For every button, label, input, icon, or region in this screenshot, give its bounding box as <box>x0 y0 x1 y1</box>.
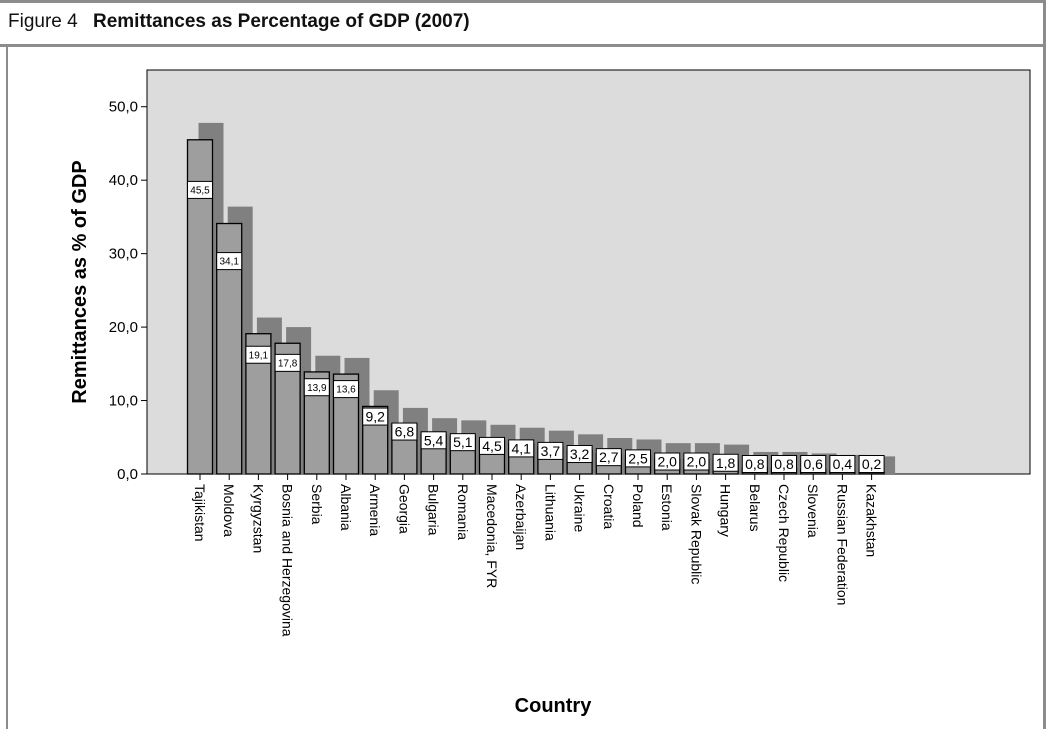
data-label-box <box>537 441 564 460</box>
data-label-series: 45,5 34,1 19,1 17,8 13,9 13,6 9,2 6,8 5,4 5,1 4,5 4… <box>187 180 885 473</box>
data-label-box <box>683 452 710 471</box>
data-label-box <box>595 448 622 467</box>
data-label: 17,8 <box>278 358 298 369</box>
data-label: 6,8 <box>395 424 415 440</box>
data-label: 9,2 <box>365 409 385 425</box>
data-label: 4,5 <box>482 438 502 454</box>
data-label: 2,0 <box>657 454 677 470</box>
data-label: 3,2 <box>570 446 590 462</box>
category-label: Hungary <box>718 484 734 537</box>
data-label-box <box>741 455 768 473</box>
figure-number: Figure 4 <box>8 11 78 32</box>
data-label: 0,4 <box>833 456 853 472</box>
data-label: 2,5 <box>628 450 648 466</box>
y-tick-label: 50,0 <box>109 99 138 116</box>
category-label: Albania <box>338 484 354 531</box>
data-label-box <box>274 353 301 372</box>
data-label: 3,7 <box>541 443 561 459</box>
data-label-box <box>449 433 476 452</box>
data-label-box <box>391 422 418 441</box>
category-label: Czech Republic <box>776 484 792 582</box>
y-tick-label: 20,0 <box>109 319 138 336</box>
data-label: 5,1 <box>453 434 473 450</box>
category-label: Moldova <box>221 484 237 537</box>
figure-title: Remittances as Percentage of GDP (2007) <box>92 11 470 32</box>
data-label: 34,1 <box>219 257 239 268</box>
category-label: Bulgaria <box>426 484 442 536</box>
category-label: Lithuania <box>542 484 558 541</box>
y-tick-label: 30,0 <box>109 246 138 263</box>
data-label-box <box>508 439 535 458</box>
data-label-box <box>712 453 739 472</box>
category-label: Poland <box>630 484 646 528</box>
category-label: Azerbaijan <box>513 484 529 550</box>
data-label: 45,5 <box>190 186 210 197</box>
y-axis-title: Remittances as % of GDP <box>69 160 91 403</box>
data-label: 13,9 <box>307 383 327 394</box>
data-label-box <box>245 345 272 364</box>
category-label: Belarus <box>747 484 763 531</box>
category-label: Armenia <box>367 484 383 536</box>
data-label-box <box>420 431 447 450</box>
category-label: Kyrgyzstan <box>250 484 266 553</box>
data-label-box <box>771 455 797 473</box>
category-label: Tajikistan <box>192 484 208 542</box>
category-label: Serbia <box>309 484 325 525</box>
category-label: Bosnia and Herzegovina <box>280 484 296 637</box>
data-label: 0,2 <box>862 456 882 472</box>
data-label-box <box>829 455 856 473</box>
data-label: 0,6 <box>803 456 823 472</box>
category-label: Slovak Republic <box>688 484 704 584</box>
data-label-box <box>362 407 389 426</box>
data-label-box <box>566 445 593 464</box>
data-label: 0,8 <box>774 456 794 472</box>
data-label: 4,1 <box>511 440 531 456</box>
x-axis-title: Country <box>515 695 593 717</box>
figure-caption: Figure 4 Remittances as Percentage of GD… <box>0 3 1043 47</box>
data-label-box <box>303 378 330 397</box>
data-label-box <box>187 180 213 199</box>
category-label: Croatia <box>601 484 617 529</box>
category-label: Estonia <box>659 484 675 531</box>
data-label: 0,8 <box>745 456 765 472</box>
category-label: Georgia <box>396 484 412 534</box>
data-label: 2,7 <box>599 449 619 465</box>
data-label: 2,0 <box>687 454 707 470</box>
category-label: Macedonia, FYR <box>484 484 500 588</box>
data-label: 1,8 <box>716 455 736 471</box>
data-label: 19,1 <box>249 350 269 361</box>
data-label-box <box>800 455 827 473</box>
data-label: 5,4 <box>424 432 444 448</box>
category-label: Ukraine <box>572 484 588 532</box>
y-tick-label: 10,0 <box>109 393 138 410</box>
axes: Tajikistan Moldova Kyrgyzstan Bosnia and He… <box>109 99 880 637</box>
data-label: 13,6 <box>336 385 356 396</box>
category-label: Romania <box>455 484 471 540</box>
y-tick-label: 40,0 <box>109 172 138 189</box>
data-label-box <box>625 449 651 468</box>
data-label-box <box>216 252 243 271</box>
y-tick-label: 0,0 <box>117 466 138 483</box>
data-label-box <box>654 452 681 471</box>
category-label: Kazakhstan <box>864 484 880 557</box>
data-label-box <box>333 380 359 399</box>
category-label: Russian Federation <box>834 484 850 605</box>
figure-left-rule <box>6 46 8 729</box>
category-label: Slovenia <box>805 484 821 538</box>
data-label-box <box>858 455 885 473</box>
data-label-box <box>479 436 505 455</box>
